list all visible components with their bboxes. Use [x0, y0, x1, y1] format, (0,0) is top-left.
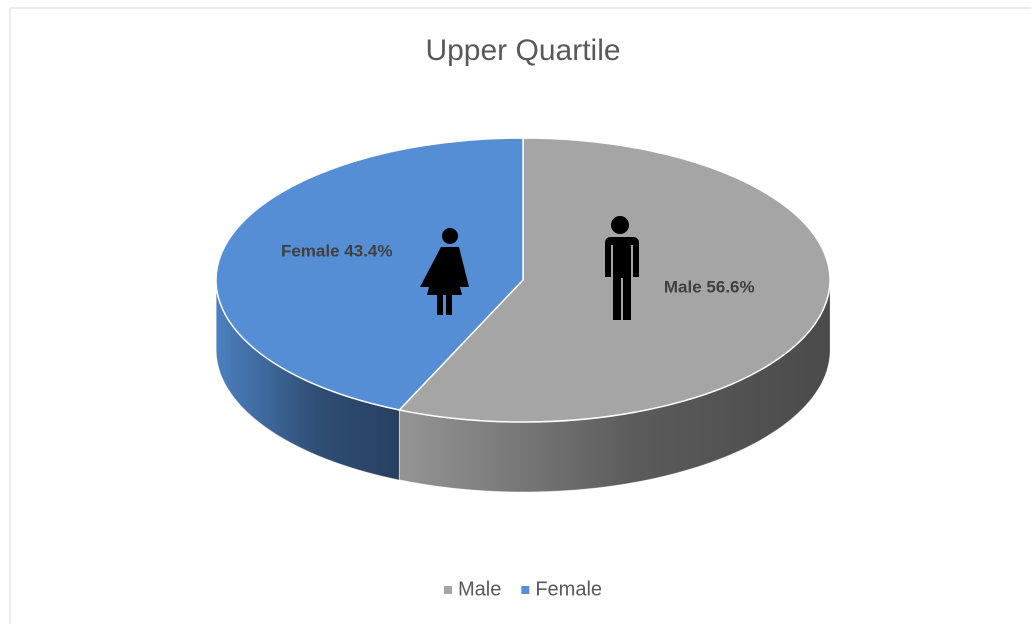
slice: [215, 137, 524, 411]
slice-side-shade: [215, 280, 400, 480]
legend-swatch: [443, 586, 452, 594]
legend-swatch: [521, 586, 530, 594]
legend-label: Female: [535, 578, 602, 600]
pie: Male 56.6% Female 43.4%: [215, 137, 831, 493]
data-label: Female 43.4%: [281, 241, 393, 260]
chart-title: Upper Quartile: [425, 34, 620, 67]
female-icon: [420, 228, 469, 315]
legend: Male Female: [443, 578, 602, 600]
data-label: Male 56.6%: [664, 278, 755, 297]
male-icon: [605, 216, 639, 320]
slice-side-shade: [399, 280, 830, 492]
legend-label: Male: [458, 578, 501, 600]
